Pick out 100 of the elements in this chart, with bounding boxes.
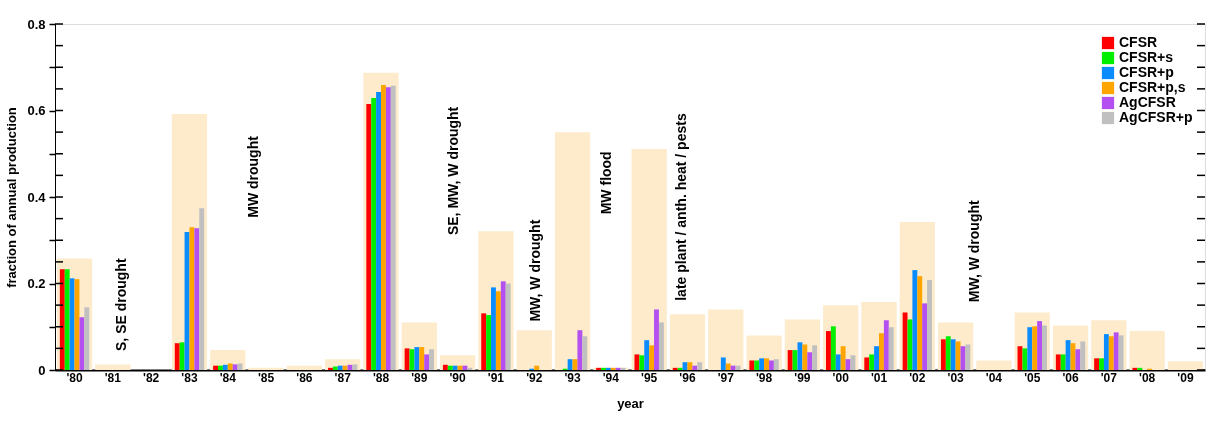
- bar: [404, 348, 410, 370]
- bar: [672, 367, 678, 370]
- x-tick-label: '87: [334, 370, 352, 385]
- bar: [495, 291, 501, 370]
- bar: [620, 367, 626, 370]
- bar: [534, 365, 540, 370]
- legend-label: AgCFSR+p: [1119, 109, 1193, 125]
- x-tick-label: '00: [832, 370, 850, 385]
- x-tick-label: '86: [296, 370, 313, 385]
- bar: [1099, 358, 1104, 370]
- bar: [764, 358, 769, 370]
- bar: [720, 357, 726, 370]
- bar: [1065, 340, 1071, 370]
- bar: [797, 342, 803, 370]
- bar: [174, 343, 180, 370]
- bar: [874, 346, 879, 370]
- x-tick-label: '98: [755, 370, 773, 385]
- x-tick-label: '88: [372, 370, 390, 385]
- bar: [940, 339, 946, 370]
- bar: [1037, 321, 1043, 370]
- annotation: late plant / anth. heat / pests: [672, 113, 689, 301]
- bar: [812, 345, 818, 370]
- bar: [610, 367, 616, 370]
- x-tick-label: '89: [411, 370, 428, 385]
- x-tick-label: '03: [947, 370, 965, 385]
- bar: [654, 309, 659, 370]
- bar: [807, 352, 813, 370]
- bar: [1118, 335, 1124, 370]
- x-tick-label: '97: [717, 370, 735, 385]
- bar: [222, 364, 228, 370]
- bar: [830, 326, 836, 370]
- bar: [419, 347, 425, 370]
- bar: [414, 347, 420, 370]
- x-tick-label: '06: [1062, 370, 1079, 385]
- x-tick-label: '94: [602, 370, 620, 385]
- bar: [491, 287, 496, 370]
- bar: [248, 367, 284, 370]
- bar: [500, 281, 506, 370]
- bar: [864, 357, 870, 370]
- x-tick-label: '08: [1139, 370, 1156, 385]
- bar: [1167, 361, 1204, 370]
- legend-label: AgCFSR: [1119, 94, 1176, 110]
- bar: [64, 269, 70, 370]
- bar: [687, 362, 693, 370]
- bar: [95, 364, 131, 370]
- bar: [467, 367, 473, 370]
- bar: [189, 227, 195, 370]
- x-axis-title: year: [617, 395, 644, 411]
- bar: [213, 365, 218, 370]
- bar: [1060, 354, 1066, 370]
- bar: [596, 367, 602, 370]
- bar: [677, 367, 683, 370]
- bar: [879, 333, 884, 370]
- bar: [927, 280, 932, 370]
- x-tick-label: '96: [679, 370, 696, 385]
- y-tick-label: 0.4: [27, 189, 47, 205]
- annotation: MW, W drought: [526, 219, 543, 322]
- bar: [1075, 349, 1081, 370]
- legend-label: CFSR+p,s: [1119, 79, 1186, 95]
- bar: [424, 354, 430, 370]
- bar: [759, 358, 765, 370]
- bar: [567, 359, 573, 370]
- x-tick-label: '85: [257, 370, 275, 385]
- bar: [84, 307, 90, 370]
- bar: [955, 341, 961, 370]
- annotation: SE, MW, W drought: [445, 106, 462, 236]
- bar: [697, 362, 703, 370]
- bar: [1129, 331, 1165, 370]
- annotation: MW drought: [244, 135, 261, 218]
- x-tick-label: '80: [66, 370, 83, 385]
- bar: [787, 350, 793, 370]
- bar: [1027, 327, 1033, 370]
- x-tick-label: '90: [449, 370, 467, 385]
- bar: [950, 339, 956, 370]
- x-tick-label: '83: [181, 370, 198, 385]
- bar: [869, 354, 875, 370]
- bar: [1032, 326, 1038, 370]
- bar: [754, 360, 760, 370]
- bar: [582, 336, 588, 370]
- bar: [577, 330, 583, 370]
- x-tick-label: '99: [794, 370, 811, 385]
- bar: [376, 91, 381, 370]
- bar: [730, 365, 736, 370]
- bar: [644, 340, 650, 370]
- bar: [976, 360, 1012, 370]
- bar: [1094, 358, 1100, 370]
- y-tick-label: 0.6: [27, 103, 46, 118]
- bar: [749, 360, 755, 370]
- bar: [965, 344, 971, 370]
- bar: [773, 359, 779, 370]
- bar: [1113, 332, 1119, 370]
- bar: [328, 367, 333, 370]
- bar: [452, 365, 458, 370]
- x-tick-label: '92: [526, 370, 543, 385]
- bar: [1132, 367, 1138, 370]
- bar: [69, 278, 75, 370]
- bar: [447, 365, 453, 370]
- bar: [692, 365, 698, 370]
- bar: [1042, 325, 1047, 370]
- x-tick-label: '93: [564, 370, 581, 385]
